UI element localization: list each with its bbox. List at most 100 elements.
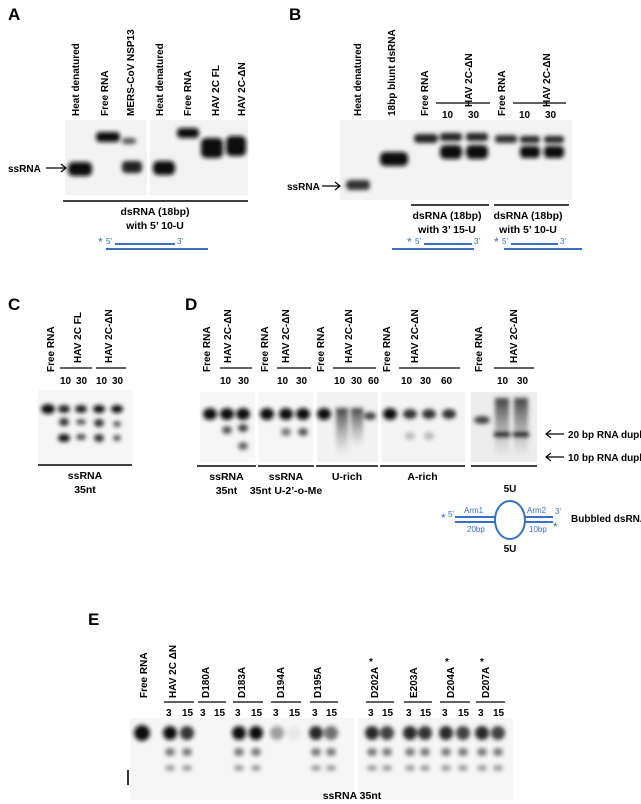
time-label: 10 [277, 376, 289, 387]
duplex-10-label: 10 bp RNA duplex [568, 453, 641, 464]
caption-d: A-rich [407, 471, 437, 483]
time-label: 15 [251, 708, 263, 719]
bubbled-dsrna-title: Bubbled dsRNA [571, 514, 641, 525]
time-label: 30 [517, 376, 529, 387]
duplex-20-label: 20 bp RNA duplex [568, 430, 641, 441]
three-prime: 3' [474, 237, 480, 246]
caption-c-2: 35nt [74, 484, 96, 496]
lane-label: Free RNA [46, 326, 57, 372]
caption-b-right-2: with 5’ 10-U [498, 224, 557, 236]
lane-label: D195A [313, 667, 324, 698]
caption-b-right-1: dsRNA (18bp) [493, 210, 562, 222]
five-prime: 5' [415, 237, 421, 246]
lane-label: D207A [481, 667, 492, 698]
lane-labels-a: Heat denatured Free RNA MERS-CoV NSP13 H… [71, 29, 248, 116]
lane-label: HAV 2C ΔN [168, 645, 179, 698]
lane-label: D183A [237, 667, 248, 698]
lane-label: D202A [370, 667, 381, 698]
time-label: 3 [273, 708, 279, 719]
lane-label: Free RNA [260, 326, 271, 372]
time-label: 15 [458, 708, 470, 719]
three-prime: 3' [560, 237, 566, 246]
time-label: 15 [182, 708, 194, 719]
group-label: HAV 2C-ΔN [464, 53, 475, 107]
significance-star: * [480, 657, 484, 668]
caption-d: ssRNA [209, 471, 244, 483]
five-prime: 5' [106, 237, 112, 246]
caption-a-2: with 5’ 10-U [125, 220, 184, 232]
caption-d: U-rich [332, 471, 362, 483]
time-label: 10 [96, 376, 108, 387]
ssrna-marker-a: ssRNA [8, 164, 41, 175]
caption-c-1: ssRNA [68, 470, 103, 482]
lane-label: Free RNA [497, 70, 508, 116]
time-label: 15 [289, 708, 301, 719]
time-label: 15 [214, 708, 226, 719]
caption-e: ssRNA 35nt [323, 790, 382, 802]
group-label: HAV 2C-ΔN [509, 309, 520, 363]
time-label: 30 [420, 376, 432, 387]
label-star: * [553, 520, 558, 534]
lane-label: Free RNA [474, 326, 485, 372]
five-prime: 5' [448, 510, 454, 519]
time-label: 3 [166, 708, 172, 719]
lane-label: Heat denatured [353, 43, 364, 116]
caption-b-left-1: dsRNA (18bp) [412, 210, 481, 222]
time-label: 30 [351, 376, 363, 387]
panel-b: Heat denatured 18bp blunt dsRNA Free RNA… [287, 29, 582, 250]
time-label: 30 [238, 376, 250, 387]
time-label: 10 [334, 376, 346, 387]
arm1-length: 20bp [467, 525, 485, 534]
gel-image-a-left [65, 120, 147, 195]
group-label: HAV 2C-ΔN [223, 309, 234, 363]
time-label: 3 [368, 708, 374, 719]
group-label: HAV 2C-ΔN [410, 309, 421, 363]
arm1-label: Arm1 [464, 506, 484, 515]
caption-d: ssRNA [269, 471, 304, 483]
time-label: 30 [296, 376, 308, 387]
lane-label: D194A [276, 667, 287, 698]
group-label: HAV 2C-ΔN [281, 309, 292, 363]
label-star: * [98, 235, 103, 249]
lane-label: 18bp blunt dsRNA [387, 29, 398, 116]
significance-star: * [369, 657, 373, 668]
lane-label: D204A [446, 667, 457, 698]
arm2-label: Arm2 [527, 506, 547, 515]
time-label: 3 [200, 708, 206, 719]
lane-label: Free RNA [202, 326, 213, 372]
group-label: HAV 2C-ΔN [542, 53, 553, 107]
time-label: 10 [497, 376, 509, 387]
lane-label: Free RNA [382, 326, 393, 372]
gel-image-a-right [150, 120, 248, 195]
time-label: 3 [442, 708, 448, 719]
lane-label: MERS-CoV NSP13 [126, 29, 137, 116]
gel-bands-d [203, 398, 529, 458]
time-label: 10 [519, 110, 531, 121]
time-label: 30 [112, 376, 124, 387]
panel-c: Free RNA HAV 2C FL HAV 2C-ΔN 10 30 10 30… [38, 309, 133, 496]
lane-label: HAV 2C FL [211, 65, 222, 116]
rna-diagram-b-right: * 5' 3' [494, 235, 582, 250]
panel-d-captions: ssRNA 35nt ssRNA 35nt U-2’-o-Me U-rich A-rich [197, 465, 537, 497]
time-label: 30 [545, 110, 557, 121]
panel-d-headers: Free RNA HAV 2C-ΔN 10 30 Free RNA HAV 2C-ΔN 10… [202, 309, 534, 387]
label-star: * [494, 235, 499, 249]
time-label: 10 [220, 376, 232, 387]
rna-diagram-b-left: * 5' 3' [392, 235, 480, 250]
arrow-head-icon [60, 163, 67, 173]
time-label: 30 [468, 110, 480, 121]
time-label: 3 [406, 708, 412, 719]
caption-a-1: dsRNA (18bp) [120, 206, 189, 218]
panel-label-b: B [289, 5, 301, 24]
lane-label: Heat denatured [155, 43, 166, 116]
arm2-length: 10bp [529, 525, 547, 534]
bubble-bottom-label: 5U [504, 544, 517, 555]
time-label: 3 [235, 708, 241, 719]
lane-label: HAV 2C-ΔN [237, 62, 248, 116]
caption-d: 35nt [216, 485, 238, 497]
label-star: * [407, 235, 412, 249]
time-label: 10 [401, 376, 413, 387]
three-prime: 3' [555, 507, 561, 516]
